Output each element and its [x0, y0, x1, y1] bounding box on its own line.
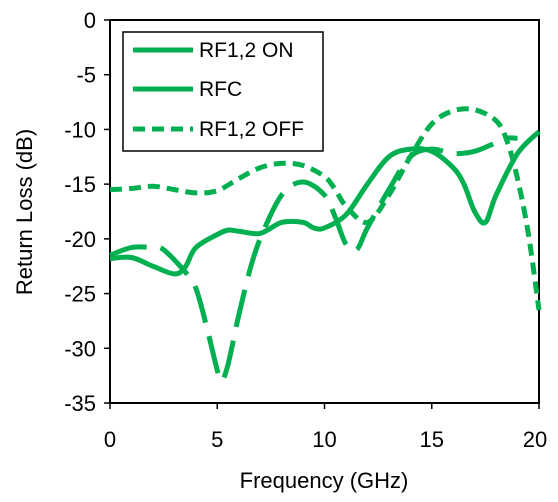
legend: RF1,2 ON RFC RF1,2 OFF [122, 31, 324, 152]
legend-label-rfc: RFC [199, 78, 242, 101]
x-tick-label: 10 [312, 427, 336, 452]
y-tick-label: -35 [64, 391, 96, 416]
series-line-rf1-2-on [109, 129, 541, 277]
y-axis-ticks: 0 -5 -10 -15 -20 -25 -30 -35 [64, 8, 110, 416]
series-line-rfc [109, 135, 518, 384]
y-tick-label: -25 [64, 282, 96, 307]
y-tick-label: -10 [64, 117, 96, 142]
legend-label-rf12-on: RF1,2 ON [199, 39, 294, 62]
x-tick-label: 15 [420, 427, 444, 452]
y-tick-label: -5 [76, 63, 96, 88]
x-tick-label: 0 [104, 427, 116, 452]
y-tick-label: -20 [64, 227, 96, 252]
y-tick-label: -15 [64, 172, 96, 197]
x-axis-label: Frequency (GHz) [240, 468, 409, 493]
series-line-rf1-2-off [109, 106, 542, 311]
y-tick-label: 0 [84, 8, 96, 33]
x-axis-ticks: 0 5 10 15 20 [104, 403, 547, 452]
x-tick-label: 5 [211, 427, 223, 452]
series-layer [109, 106, 542, 384]
y-tick-label: -30 [64, 336, 96, 361]
y-axis-label: Return Loss (dB) [12, 129, 37, 295]
x-tick-label: 20 [523, 427, 547, 452]
legend-label-rf12-off: RF1,2 OFF [199, 118, 304, 141]
